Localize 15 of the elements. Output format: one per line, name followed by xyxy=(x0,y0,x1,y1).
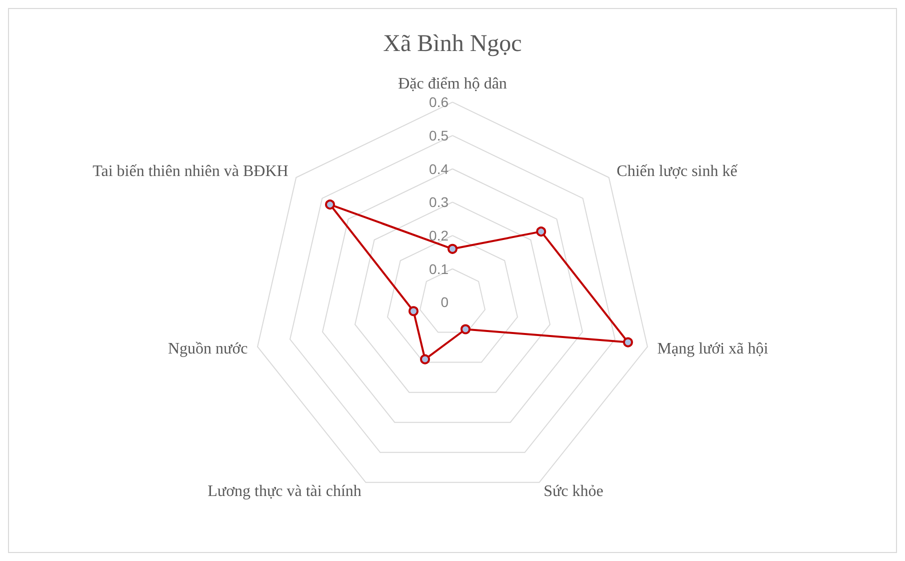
spoke-label: Mạng lưới xã hội xyxy=(657,340,769,358)
chart-title: Xã Bình Ngọc xyxy=(383,31,522,57)
y-tick-label: 0.5 xyxy=(429,128,449,144)
spoke-label: Nguồn nước xyxy=(168,340,248,358)
y-tick-label: 0.4 xyxy=(429,160,449,177)
y-tick-label: 0.1 xyxy=(429,260,449,277)
spoke-label: Tai biến thiên nhiên và BĐKH xyxy=(92,162,289,180)
spoke-label: Đặc điểm hộ dân xyxy=(398,76,507,93)
y-tick-label: 0.3 xyxy=(429,194,449,210)
y-tick-label: 0.6 xyxy=(429,94,449,110)
spoke-label: Chiến lược sinh kế xyxy=(616,162,738,180)
y-tick-label: 0 xyxy=(440,294,449,310)
y-tick-label: 0.2 xyxy=(429,228,449,244)
spoke-label: Sức khỏe xyxy=(544,482,604,500)
spoke-label: Lương thực và tài chính xyxy=(208,482,362,500)
